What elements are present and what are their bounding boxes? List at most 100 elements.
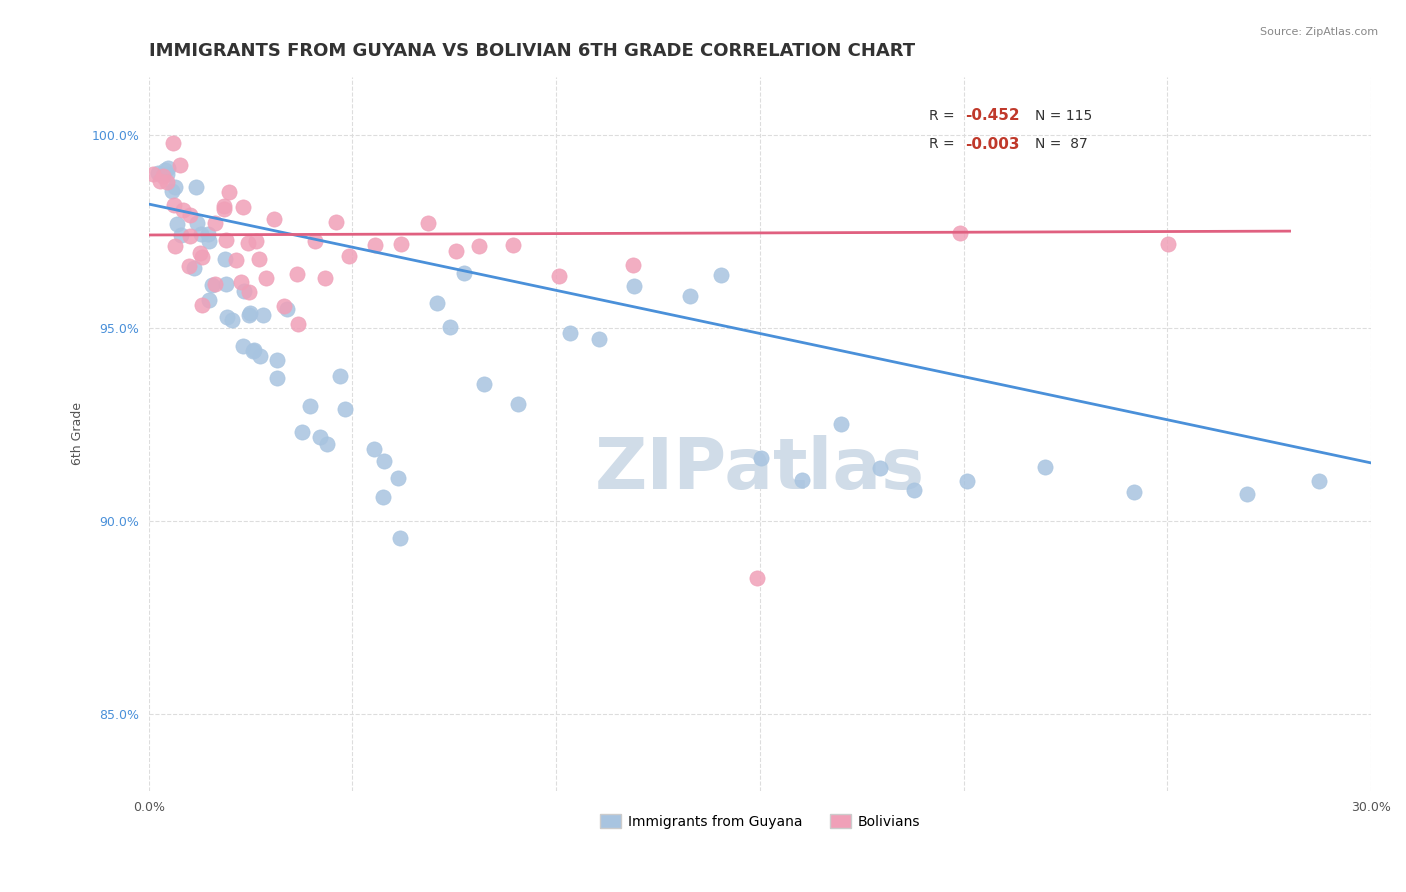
Point	[238, 285, 260, 299]
Point	[232, 339, 254, 353]
Point	[214, 277, 236, 291]
Point	[308, 430, 330, 444]
Point	[249, 349, 271, 363]
Point	[333, 401, 356, 416]
Point	[291, 425, 314, 439]
Point	[266, 371, 288, 385]
Point	[263, 212, 285, 227]
Point	[1122, 485, 1144, 500]
Point	[621, 258, 644, 272]
Point	[225, 252, 247, 267]
Point	[243, 343, 266, 358]
Point	[245, 234, 267, 248]
Legend: Immigrants from Guyana, Bolivians: Immigrants from Guyana, Bolivians	[595, 808, 925, 834]
Point	[162, 136, 184, 150]
Point	[287, 317, 309, 331]
Point	[179, 229, 201, 244]
Point	[949, 227, 972, 241]
Point	[191, 250, 214, 264]
Point	[710, 268, 733, 282]
Point	[439, 319, 461, 334]
Text: N =  87: N = 87	[1035, 137, 1088, 152]
Point	[502, 238, 524, 252]
Point	[623, 278, 645, 293]
Point	[1236, 487, 1258, 501]
Point	[285, 267, 308, 281]
Point	[204, 216, 226, 230]
Point	[215, 310, 238, 325]
Point	[170, 227, 193, 242]
Point	[679, 289, 702, 303]
Point	[179, 260, 201, 274]
Point	[214, 252, 236, 267]
Point	[146, 166, 169, 180]
Point	[186, 216, 208, 230]
Point	[191, 298, 214, 312]
Point	[371, 490, 394, 504]
Point	[232, 200, 254, 214]
Point	[218, 185, 240, 199]
Point	[325, 215, 347, 229]
Point	[387, 471, 409, 485]
Point	[212, 202, 235, 216]
Point	[163, 198, 186, 212]
Point	[160, 184, 183, 198]
Point	[149, 174, 172, 188]
Point	[156, 167, 179, 181]
Point	[215, 233, 238, 247]
Point	[830, 417, 852, 431]
Point	[247, 252, 270, 266]
Text: -0.452: -0.452	[966, 109, 1019, 123]
Point	[506, 397, 529, 411]
Point	[242, 343, 264, 358]
Point	[155, 162, 177, 177]
Point	[198, 293, 221, 307]
Point	[1157, 236, 1180, 251]
Point	[389, 237, 412, 252]
Point	[238, 308, 260, 322]
Point	[588, 332, 610, 346]
Point	[172, 202, 194, 217]
Point	[212, 199, 235, 213]
Y-axis label: 6th Grade: 6th Grade	[72, 402, 84, 466]
Point	[299, 399, 322, 413]
Point	[273, 299, 295, 313]
Point	[749, 450, 772, 465]
Text: R =: R =	[928, 109, 959, 123]
Point	[304, 235, 326, 249]
Point	[316, 437, 339, 451]
Point	[389, 531, 412, 545]
Point	[956, 475, 979, 489]
Point	[276, 301, 298, 316]
Point	[468, 239, 491, 253]
Point	[190, 245, 212, 260]
Text: ZIPatlas: ZIPatlas	[595, 435, 925, 504]
Point	[201, 278, 224, 293]
Text: R =: R =	[928, 137, 959, 152]
Point	[792, 473, 814, 487]
Point	[446, 244, 468, 259]
Point	[166, 217, 188, 231]
Point	[416, 216, 439, 230]
Point	[558, 326, 581, 340]
Point	[1308, 474, 1330, 488]
Point	[197, 227, 219, 241]
Point	[337, 249, 360, 263]
Point	[231, 275, 253, 289]
Point	[329, 368, 352, 383]
Point	[179, 208, 201, 222]
Point	[157, 161, 180, 175]
Point	[266, 353, 288, 368]
Point	[426, 295, 449, 310]
Point	[169, 158, 191, 172]
Point	[314, 271, 336, 285]
Point	[163, 239, 186, 253]
Point	[547, 269, 569, 284]
Text: IMMIGRANTS FROM GUYANA VS BOLIVIAN 6TH GRADE CORRELATION CHART: IMMIGRANTS FROM GUYANA VS BOLIVIAN 6TH G…	[149, 42, 915, 60]
Text: Source: ZipAtlas.com: Source: ZipAtlas.com	[1260, 27, 1378, 37]
Text: N = 115: N = 115	[1035, 109, 1092, 123]
Point	[155, 176, 177, 190]
Point	[183, 261, 205, 276]
Point	[472, 376, 495, 391]
Point	[204, 277, 226, 292]
